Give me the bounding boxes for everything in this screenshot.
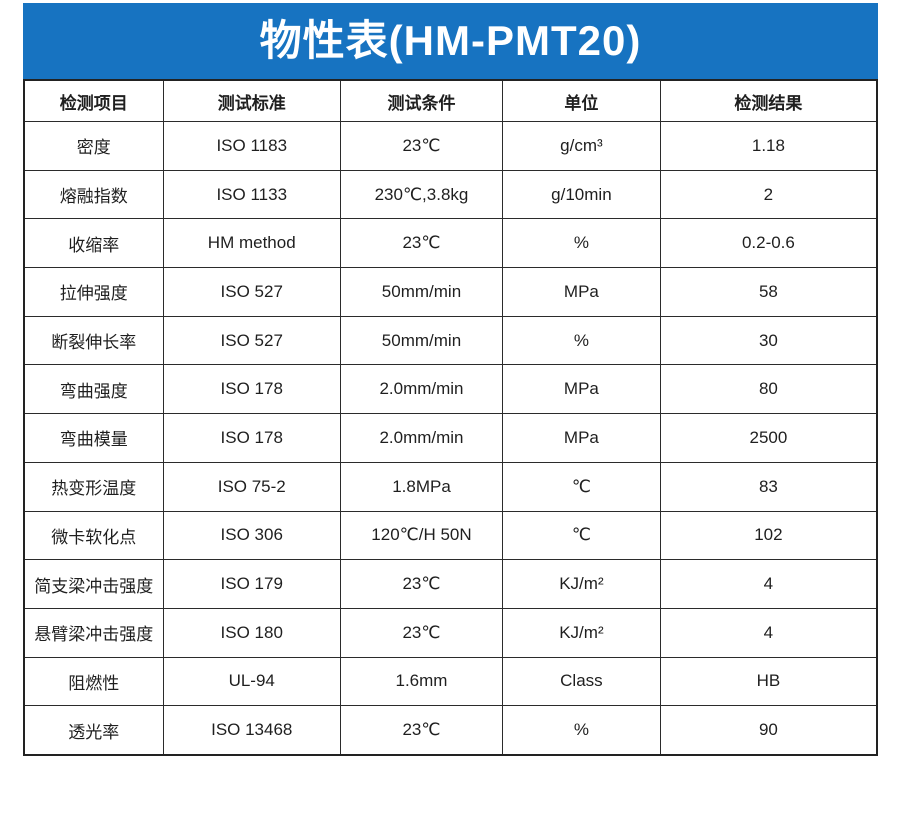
cell-standard: ISO 178 [162,413,341,463]
table-row: 拉伸强度 ISO 527 50mm/min MPa 58 [23,267,878,317]
cell-unit: KJ/m² [502,559,661,609]
title-banner: 物性表(HM-PMT20) [23,3,878,79]
table-row: 熔融指数 ISO 1133 230℃,3.8kg g/10min 2 [23,169,878,220]
cell-condition: 23℃ [339,218,504,269]
cell-unit: % [502,705,661,756]
table-row: 收缩率 HM method 23℃% 0.2-0.6 [23,218,878,269]
cell-result: 90 [659,705,878,756]
cell-item: 简支梁冲击强度 [23,559,164,609]
cell-unit: MPa [502,267,661,317]
cell-item: 阻燃性 [23,656,164,707]
cell-unit: Class [502,656,661,707]
properties-table: 检测项目 测试标准 测试条件 单位 检测结果 密度 ISO 1183 23℃ g/cm³ 1.1… [23,79,878,756]
cell-result: 4 [659,559,878,609]
table-row: 悬臂梁冲击强度 ISO 180 23℃ KJ/m² 4 [23,607,878,658]
cell-item: 透光率 [23,705,164,756]
cell-unit: % [502,218,661,269]
cell-condition: 50mm/min [339,267,504,317]
cell-condition: 2.0mm/min [339,364,504,415]
table-row: 简支梁冲击强度 ISO 179 23℃ KJ/m² 4 [23,559,878,609]
page-title: 物性表(HM-PMT20) [259,17,642,64]
cell-result: 80 [659,364,878,415]
cell-standard: ISO 75-2 [162,461,341,512]
cell-standard: ISO 1183 [162,121,341,171]
cell-standard: ISO 1133 [162,169,341,220]
column-header-4: 检测结果 [659,79,878,122]
cell-result: 30 [659,315,878,366]
cell-result: 102 [659,510,878,561]
cell-result: 2500 [659,413,878,463]
cell-result: 2 [659,169,878,220]
cell-result: 83 [659,461,878,512]
table-row: 弯曲模量 ISO 178 2.0mm/min MPa 2500 [23,413,878,463]
cell-standard: ISO 527 [162,315,341,366]
cell-unit: % [502,315,661,366]
table-row: 密度 ISO 1183 23℃ g/cm³ 1.18 [23,121,878,171]
cell-condition: 23℃ [339,705,504,756]
cell-condition: 230℃,3.8kg [339,169,504,220]
cell-standard: ISO 13468 [162,705,341,756]
cell-standard: ISO 178 [162,364,341,415]
cell-standard: ISO 180 [162,607,341,658]
cell-condition: 23℃ [339,607,504,658]
cell-standard: UL-94 [162,656,341,707]
table-header: 检测项目 测试标准 测试条件 单位 检测结果 [23,79,878,122]
cell-condition: 1.6mm [339,656,504,707]
cell-item: 悬臂梁冲击强度 [23,607,164,658]
cell-standard: ISO 527 [162,267,341,317]
table-row: 透光率 ISO 13468 23℃% 90 [23,705,878,756]
cell-unit: g/cm³ [502,121,661,171]
cell-result: HB [659,656,878,707]
cell-unit: ℃ [502,510,661,561]
table-body: 密度 ISO 1183 23℃ g/cm³ 1.18 熔融指数 ISO 1133 230℃,3… [23,121,878,756]
cell-condition: 2.0mm/min [339,413,504,463]
cell-item: 弯曲模量 [23,413,164,463]
cell-result: 4 [659,607,878,658]
cell-result: 58 [659,267,878,317]
cell-condition: 120℃/H 50N [339,510,504,561]
column-header-2: 测试条件 [339,79,504,122]
cell-item: 熔融指数 [23,169,164,220]
table-row: 热变形温度 ISO 75-2 1.8MPa ℃ 83 [23,461,878,512]
cell-item: 拉伸强度 [23,267,164,317]
cell-standard: ISO 179 [162,559,341,609]
cell-standard: ISO 306 [162,510,341,561]
cell-condition: 23℃ [339,121,504,171]
cell-condition: 1.8MPa [339,461,504,512]
cell-condition: 50mm/min [339,315,504,366]
cell-standard: HM method [162,218,341,269]
cell-item: 微卡软化点 [23,510,164,561]
table-header-row: 检测项目 测试标准 测试条件 单位 检测结果 [23,79,878,122]
table-row: 弯曲强度 ISO 178 2.0mm/min MPa 80 [23,364,878,415]
column-header-1: 测试标准 [162,79,341,122]
column-header-0: 检测项目 [23,79,164,122]
cell-item: 断裂伸长率 [23,315,164,366]
cell-unit: g/10min [502,169,661,220]
table-row: 阻燃性 UL-94 1.6mm Class HB [23,656,878,707]
cell-unit: MPa [502,364,661,415]
table-row: 断裂伸长率 ISO 527 50mm/min% 30 [23,315,878,366]
cell-item: 收缩率 [23,218,164,269]
cell-item: 热变形温度 [23,461,164,512]
cell-condition: 23℃ [339,559,504,609]
cell-item: 弯曲强度 [23,364,164,415]
cell-result: 1.18 [659,121,878,171]
column-header-3: 单位 [502,79,661,122]
cell-unit: KJ/m² [502,607,661,658]
cell-unit: MPa [502,413,661,463]
cell-item: 密度 [23,121,164,171]
table-row: 微卡软化点 ISO 306 120℃/H 50N ℃ 102 [23,510,878,561]
cell-unit: ℃ [502,461,661,512]
cell-result: 0.2-0.6 [659,218,878,269]
